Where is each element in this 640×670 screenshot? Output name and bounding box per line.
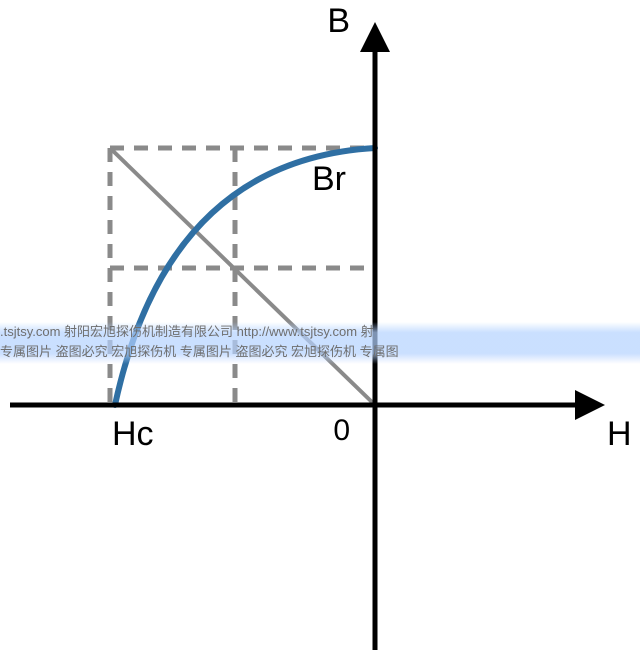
axis-label-b: B: [327, 2, 350, 40]
label-hc: Hc: [112, 415, 154, 453]
label-br: Br: [312, 160, 346, 198]
watermark-line-2: 专属图片 盗图必究 宏旭探伤机 专属图片 盗图必究 宏旭探伤机 专属图: [0, 342, 640, 362]
origin-label: 0: [333, 414, 350, 447]
axis-label-h: H: [607, 415, 632, 453]
watermark-band: .tsjtsy.com 射阳宏旭探伤机制造有限公司 http://www.tsj…: [0, 322, 640, 364]
watermark-line-1: .tsjtsy.com 射阳宏旭探伤机制造有限公司 http://www.tsj…: [0, 322, 640, 342]
